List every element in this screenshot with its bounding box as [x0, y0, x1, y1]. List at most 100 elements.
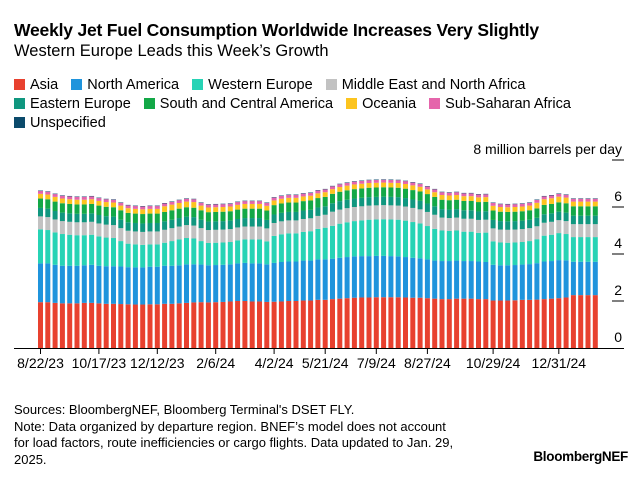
bar-segment-middle-east-and-north-africa: [461, 218, 467, 232]
x-tick-label: 8/27/24: [404, 355, 451, 371]
bar-segment-asia: [410, 297, 416, 348]
bar-segment-north-america: [519, 264, 525, 300]
bar-segment-oceania: [147, 208, 153, 214]
bar-segment-oceania: [315, 193, 321, 199]
bar-segment-asia: [446, 299, 452, 348]
bar-segment-oceania: [483, 197, 489, 202]
bar-segment-middle-east-and-north-africa: [432, 214, 438, 229]
bar-segment-western-europe: [140, 244, 146, 268]
legend-item-south-central-america: South and Central America: [143, 95, 334, 114]
bar-segment-south-and-central-america: [154, 213, 160, 223]
bar-segment-western-europe: [162, 242, 168, 266]
bar-segment-oceania: [351, 184, 357, 190]
bar-segment-asia: [111, 303, 116, 348]
bar-segment-south-and-central-america: [417, 191, 423, 201]
bar-segment-eastern-europe: [162, 221, 168, 230]
bar-segment-asia: [315, 299, 321, 348]
bar-segment-asia: [578, 295, 584, 348]
bar-segment-oceania: [570, 201, 576, 207]
bar-segment-south-and-central-america: [483, 201, 489, 212]
bar-segment-south-and-central-america: [67, 203, 73, 214]
bar-segment-south-and-central-america: [315, 198, 321, 208]
bar-segment-western-europe: [541, 235, 547, 262]
bar-segment-north-america: [549, 261, 554, 299]
bar-segment-north-america: [527, 264, 533, 300]
bar-segment-north-america: [315, 259, 321, 300]
bar-segment-south-and-central-america: [322, 196, 328, 207]
bar-segment-middle-east-and-north-africa: [417, 209, 423, 224]
bar-segment-asia: [154, 304, 160, 348]
legend-row: Unspecified: [14, 114, 634, 133]
bar-segment-eastern-europe: [286, 211, 292, 221]
bar-segment-oceania: [242, 203, 248, 209]
bar-segment-south-and-central-america: [205, 212, 211, 222]
bar-segment-eastern-europe: [461, 210, 467, 219]
bar-segment-eastern-europe: [147, 222, 153, 232]
bar-segment-south-and-central-america: [359, 188, 365, 198]
bar-segment-north-america: [337, 257, 343, 299]
bar-segment-western-europe: [198, 241, 204, 265]
bar-segment-asia: [162, 303, 168, 348]
bar-segment-western-europe: [527, 241, 533, 265]
bar-segment-south-and-central-america: [351, 189, 357, 199]
bar-segment-oceania: [140, 209, 146, 215]
bar-segment-oceania: [585, 201, 591, 207]
bar-segment-sub-saharan-africa: [38, 191, 43, 194]
bar-segment-north-america: [432, 260, 438, 299]
bar-segment-asia: [191, 302, 197, 348]
bar-segment-north-america: [52, 264, 58, 303]
bar-segment-sub-saharan-africa: [213, 204, 219, 208]
bar-segment-north-america: [497, 265, 503, 301]
bar-segment-sub-saharan-africa: [264, 203, 270, 206]
bar-segment-asia: [359, 297, 365, 348]
bar-segment-western-europe: [59, 234, 65, 266]
bar-segment-middle-east-and-north-africa: [45, 217, 51, 231]
bar-segment-south-and-central-america: [592, 206, 598, 216]
bar-segment-eastern-europe: [403, 198, 408, 207]
legend-label: South and Central America: [159, 96, 334, 112]
bar-segment-oceania: [52, 196, 58, 202]
bar-segment-sub-saharan-africa: [184, 198, 189, 202]
bar-segment-sub-saharan-africa: [505, 204, 511, 208]
bar-segment-oceania: [549, 198, 554, 204]
bar-segment-western-europe: [570, 237, 576, 262]
bar-segment-asia: [497, 300, 503, 348]
bar-segment-western-europe: [505, 242, 511, 266]
bar-segment-south-and-central-america: [242, 208, 248, 219]
bar-segment-eastern-europe: [592, 215, 598, 225]
bar-segment-middle-east-and-north-africa: [125, 230, 131, 244]
bar-segment-north-america: [125, 267, 131, 305]
bar-segment-western-europe: [490, 241, 496, 265]
bar-segment-asia: [300, 300, 306, 348]
bar-segment-asia: [125, 304, 131, 348]
bar-segment-middle-east-and-north-africa: [476, 219, 481, 233]
y-tick-label: 2: [614, 282, 622, 298]
bar-segment-oceania: [111, 202, 116, 208]
bar-segment-middle-east-and-north-africa: [585, 224, 591, 238]
bar-segment-south-and-central-america: [74, 204, 80, 214]
bar-segment-western-europe: [257, 239, 262, 264]
bar-segment-south-and-central-america: [424, 194, 430, 204]
bar-segment-asia: [286, 301, 292, 348]
bar-segment-oceania: [417, 186, 423, 192]
bar-segment-north-america: [417, 258, 423, 298]
bar-segment-south-and-central-america: [184, 207, 189, 217]
bar-segment-south-and-central-america: [227, 211, 233, 221]
bar-segment-south-and-central-america: [578, 206, 584, 216]
bar-segment-south-and-central-america: [395, 187, 401, 198]
bar-segment-south-and-central-america: [176, 208, 182, 219]
bar-segment-north-america: [366, 256, 372, 298]
bar-segment-south-and-central-america: [278, 203, 284, 213]
bar-segment-eastern-europe: [67, 213, 73, 222]
legend-item-western-europe: Western Europe: [192, 76, 313, 95]
bar-segment-oceania: [373, 182, 379, 188]
bar-segment-north-america: [184, 264, 189, 303]
bar-segment-north-america: [278, 261, 284, 302]
bar-segment-asia: [220, 301, 226, 348]
bar-segment-middle-east-and-north-africa: [59, 221, 65, 235]
bar-segment-oceania: [278, 198, 284, 204]
bar-segment-oceania: [454, 195, 460, 200]
bar-segment-asia: [213, 302, 219, 348]
bar-segment-asia: [483, 299, 489, 348]
bar-segment-north-america: [162, 265, 168, 304]
